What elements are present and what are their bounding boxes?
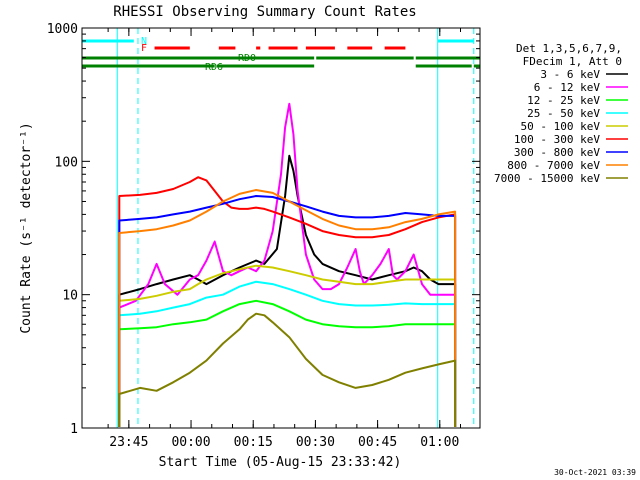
series-line-3 xyxy=(118,280,457,427)
x-tick-label: 00:00 xyxy=(171,435,210,450)
vertical-marker-lines xyxy=(116,28,475,428)
x-tick-label: 23:45 xyxy=(109,435,148,450)
y-tick-label: 1000 xyxy=(47,22,78,37)
legend-header-0: Det 1,3,5,6,7,9, xyxy=(516,42,622,55)
series-line-8 xyxy=(118,312,457,427)
x-tick-label: 00:45 xyxy=(358,435,397,450)
y-tick-label: 1 xyxy=(70,422,78,437)
y-ticks: 1 10 100 1000 xyxy=(47,22,480,437)
x-axis-label: Start Time (05-Aug-15 23:33:42) xyxy=(159,455,402,470)
legend-header-1: FDecim 1, Att 0 xyxy=(523,55,622,68)
flag-label-rd6: RD6 xyxy=(205,62,223,73)
chart-title: RHESSI Observing Summary Count Rates xyxy=(113,4,416,20)
legend-entry-label: 7000 - 15000 keV xyxy=(494,172,600,185)
plot-frame xyxy=(81,27,481,429)
x-ticks: 23:45 00:00 00:15 00:30 00:45 01:00 xyxy=(107,28,462,450)
plot-area-border xyxy=(81,27,481,429)
y-axis-label: Count Rate (s⁻¹ detector⁻¹) xyxy=(19,122,34,333)
legend-entry-label: 6 - 12 keV xyxy=(534,81,601,94)
legend-entry-label: 800 - 7000 keV xyxy=(507,159,600,172)
legend-entry-label: 3 - 6 keV xyxy=(540,68,600,81)
legend-entry-label: 300 - 800 keV xyxy=(514,146,600,159)
flag-label-n: N xyxy=(141,36,147,47)
flag-label-f: F xyxy=(141,43,147,54)
x-tick-label: 01:00 xyxy=(420,435,459,450)
legend-entry-label: 25 - 50 keV xyxy=(527,107,600,120)
x-tick-label: 00:30 xyxy=(296,435,335,450)
legend: Det 1,3,5,6,7,9,FDecim 1, Att 03 - 6 keV… xyxy=(494,42,628,185)
flag-label-rd0: RD0 xyxy=(238,53,256,64)
series-layer xyxy=(118,102,457,427)
footer-timestamp: 30-Oct-2021 03:39 xyxy=(554,468,636,477)
series-line-4 xyxy=(118,264,457,427)
series-line-0 xyxy=(118,154,457,427)
y-tick-label: 100 xyxy=(55,155,78,170)
series-line-2 xyxy=(118,299,457,427)
x-tick-label: 00:15 xyxy=(234,435,273,450)
series-line-1 xyxy=(118,102,457,427)
legend-entry-label: 100 - 300 keV xyxy=(514,133,600,146)
series-line-7 xyxy=(118,189,457,427)
legend-entry-label: 50 - 100 keV xyxy=(521,120,601,133)
series-line-6 xyxy=(118,195,457,427)
series-line-5 xyxy=(118,176,457,427)
legend-entry-label: 12 - 25 keV xyxy=(527,94,600,107)
y-tick-label: 10 xyxy=(62,289,78,304)
flag-bars: NF RD0 RD6 xyxy=(82,36,480,73)
